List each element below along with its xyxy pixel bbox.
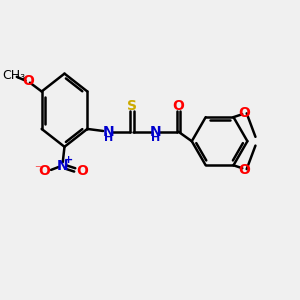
Text: ⁻: ⁻ [34, 163, 41, 176]
Text: H: H [151, 133, 160, 143]
Text: N: N [149, 125, 161, 139]
Text: O: O [238, 106, 250, 120]
Text: O: O [22, 74, 34, 88]
Text: CH₃: CH₃ [2, 69, 26, 82]
Text: +: + [64, 155, 73, 165]
Text: O: O [173, 99, 184, 113]
Text: O: O [38, 164, 50, 178]
Text: O: O [238, 163, 250, 177]
Text: S: S [127, 99, 137, 113]
Text: N: N [56, 159, 68, 173]
Text: H: H [104, 133, 113, 143]
Text: O: O [76, 164, 88, 178]
Text: N: N [103, 125, 114, 139]
